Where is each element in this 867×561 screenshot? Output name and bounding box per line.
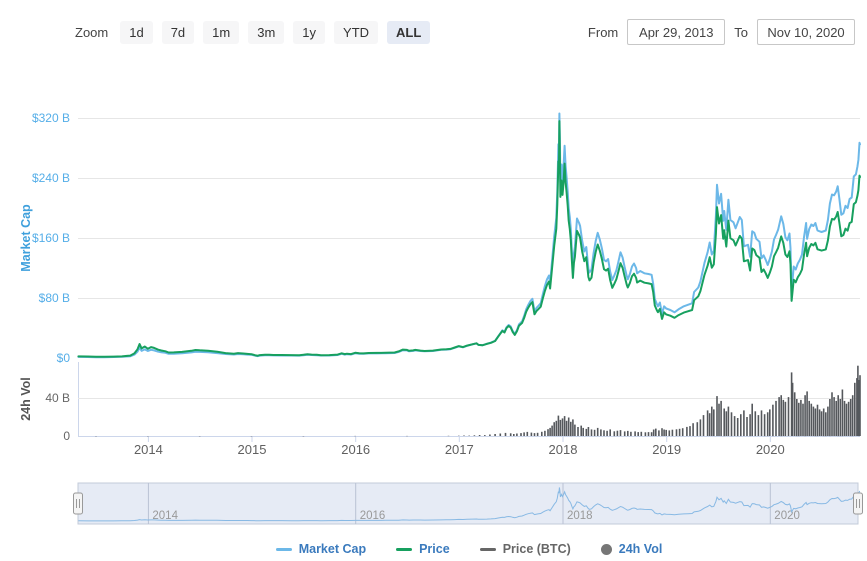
navigator-year-label: 2018 [567, 510, 593, 522]
legend-item-price-btc-[interactable]: Price (BTC) [479, 542, 571, 556]
volume-axis: 0 40 B [45, 362, 860, 443]
x-axis-year-label: 2019 [652, 442, 681, 457]
x-axis-year-label: 2020 [756, 442, 785, 457]
x-axis-year-label: 2017 [445, 442, 474, 457]
x-axis-year-label: 2016 [341, 442, 370, 457]
legend-label: Price (BTC) [502, 542, 571, 556]
legend-item-price[interactable]: Price [396, 542, 450, 556]
market-cap-tick-label: $160 B [32, 231, 70, 245]
volume-bars [95, 365, 861, 437]
navigator-right-handle[interactable] [853, 492, 863, 515]
x-axis-year-label: 2015 [238, 442, 267, 457]
x-axis-year-label: 2014 [134, 442, 163, 457]
x-axis: 2014 2015 2016 2017 2018 2019 2020 [134, 436, 785, 457]
navigator-left-handle[interactable] [73, 492, 83, 515]
range-button-1m[interactable]: 1m [203, 20, 240, 44]
range-button-1y[interactable]: 1y [293, 20, 326, 44]
navigator[interactable]: 2014 2016 2018 2020 [73, 482, 863, 525]
market-cap-axis-title: Market Cap [19, 204, 33, 272]
legend-label: 24h Vol [618, 542, 663, 556]
navigator-year-label: 2020 [774, 510, 800, 522]
volume-tick-label: 40 B [45, 391, 70, 405]
x-axis-year-label: 2018 [549, 442, 578, 457]
range-button-7d[interactable]: 7d [161, 20, 195, 44]
volume-tick-label: 0 [63, 429, 70, 443]
price-line [77, 120, 861, 358]
to-label: To [734, 24, 748, 40]
range-button-all[interactable]: ALL [387, 20, 431, 44]
from-date-input[interactable] [627, 19, 726, 45]
range-button-3m[interactable]: 3m [248, 20, 285, 44]
range-button-1d[interactable]: 1d [120, 20, 153, 44]
range-button-group: 1d 7d 1m 3m 1y YTD ALL [120, 20, 431, 44]
navigator-year-label: 2016 [360, 510, 386, 522]
market-cap-tick-label: $320 B [32, 111, 70, 125]
navigator-series-line [78, 487, 861, 522]
navigator-selected-range[interactable] [77, 482, 859, 525]
legend-item-24h-vol[interactable]: 24h Vol [600, 542, 663, 556]
market-cap-tick-label: $0 [57, 351, 71, 365]
to-date-input[interactable] [757, 19, 855, 45]
legend-label: Price [419, 542, 450, 556]
zoom-label: Zoom [75, 24, 109, 40]
legend-swatch-line [275, 547, 292, 551]
chart-legend: Market Cap Price Price (BTC) 24h Vol [78, 539, 860, 559]
market-cap-tick-label: $80 B [39, 291, 70, 305]
chart-toolbar: Zoom 1d 7d 1m 3m 1y YTD ALL From To [75, 18, 855, 46]
date-range-controls: From To [588, 19, 855, 45]
legend-swatch-line [479, 547, 496, 551]
range-button-ytd[interactable]: YTD [334, 20, 379, 44]
from-label: From [587, 24, 619, 40]
legend-swatch-line [396, 547, 413, 551]
market-cap-tick-label: $240 B [32, 171, 70, 185]
volume-axis-title: 24h Vol [19, 377, 33, 421]
legend-swatch-circle [600, 543, 612, 555]
navigator-year-label: 2014 [152, 510, 178, 522]
legend-label: Market Cap [298, 542, 367, 556]
market-cap-grid: $0 $80 B $160 B $240 B $320 B [32, 111, 860, 365]
market-cap-line [77, 112, 861, 359]
legend-item-market-cap[interactable]: Market Cap [275, 542, 367, 556]
